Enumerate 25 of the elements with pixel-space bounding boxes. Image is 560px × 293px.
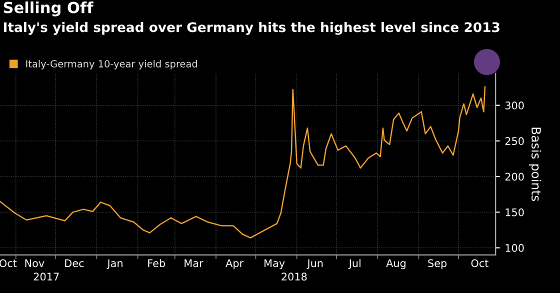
y-tick-label: 300	[505, 102, 524, 110]
y-tick-label: 250	[505, 137, 524, 146]
y-tick-label: 150	[506, 208, 524, 216]
x-tick-label: Dec	[65, 259, 84, 268]
x2-tick-label: 2018	[282, 272, 307, 281]
x-tick-label: May	[264, 259, 285, 270]
x-tick-label: Nov	[25, 259, 44, 268]
y-axis-title: Basis points	[529, 128, 542, 202]
x-tick-label: Jul	[348, 259, 360, 270]
x-tick-label: Oct	[471, 259, 488, 268]
chart-subtitle: Italy's yield spread over Germany hits the highest level since 2013	[4, 22, 500, 35]
x-tick-label: Jun	[306, 259, 323, 270]
chart-title: Selling Off	[4, 1, 94, 16]
x-tick-label: Oct	[0, 259, 17, 268]
y-tick-label: 100	[506, 244, 524, 252]
x-tick-label: Jan	[106, 259, 122, 270]
x-tick-label: Feb	[148, 259, 166, 268]
x-tick-label: Apr	[226, 259, 244, 270]
x2-tick-label: 2017	[34, 272, 59, 281]
x-tick-label: Mar	[184, 259, 204, 268]
x-tick-label: Aug	[386, 259, 406, 270]
y-tick-label: 200	[505, 172, 524, 181]
legend-label: Italy-Germany 10-year yield spread	[26, 60, 197, 70]
x-tick-label: Sep	[428, 259, 447, 270]
line-series	[0, 86, 486, 238]
